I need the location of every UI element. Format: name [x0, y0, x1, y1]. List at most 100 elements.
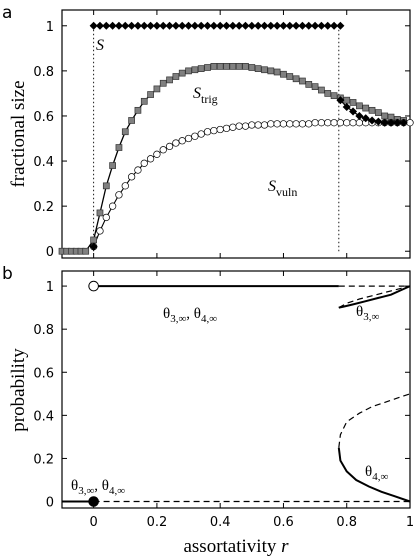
marker-s-trig: [90, 236, 97, 244]
panel-b-xlabel-main: assortativity: [183, 536, 276, 557]
marker-s: [146, 21, 155, 30]
marker-s-trig: [102, 182, 110, 190]
theta-symbol: θ: [365, 464, 372, 480]
series-label-s-vuln-sub: vuln: [276, 185, 297, 199]
marker-s-vuln: [235, 122, 243, 130]
marker-s-vuln: [248, 121, 256, 129]
marker-s: [235, 21, 244, 30]
marker-s-vuln: [279, 120, 288, 128]
marker-s-vuln: [254, 121, 262, 129]
marker-s-vuln: [191, 132, 199, 140]
marker-s-trig: [286, 73, 294, 80]
marker-s: [184, 21, 193, 30]
panel-a: a 00.20.40.60.81 fractional size SStrigS…: [2, 3, 414, 260]
panel-b-annotation: θ3,∞: [356, 304, 379, 323]
marker-s-trig: [166, 76, 173, 84]
marker-s-vuln: [178, 137, 186, 145]
marker-s: [165, 21, 174, 30]
marker-s-trig: [267, 67, 275, 75]
series-label-s-main: S: [96, 37, 104, 54]
marker-s: [355, 111, 364, 120]
marker-s-vuln: [349, 119, 357, 127]
theta-subscript: 3,∞: [78, 485, 94, 497]
panel-b-annotation: θ3,∞, θ4,∞: [163, 306, 217, 325]
marker-s-vuln: [153, 150, 161, 158]
series-s-trig-line: [62, 65, 404, 252]
marker-s-vuln: [273, 120, 281, 128]
marker-s-trig: [147, 91, 154, 98]
marker-s-trig: [324, 90, 332, 97]
marker-s-trig: [216, 63, 224, 70]
marker-s-trig: [172, 73, 180, 80]
marker-s-vuln: [159, 146, 167, 154]
panel-b-xtick-label: 1: [406, 515, 414, 530]
marker-s: [330, 21, 339, 30]
marker-s: [159, 21, 168, 30]
panel-a-ylabel: fractional size: [8, 80, 29, 187]
marker-s-vuln: [267, 120, 275, 128]
marker-s-trig: [159, 79, 167, 87]
marker-s: [260, 21, 269, 30]
marker-s-vuln: [343, 119, 351, 127]
marker-s-vuln: [229, 123, 237, 131]
panel-b-xlabel: assortativity r: [183, 536, 289, 557]
marker-s-trig: [191, 66, 199, 74]
theta-subscript: 4,∞: [109, 485, 125, 497]
marker-s: [216, 21, 225, 30]
panel-a-ytick-label: 0.2: [33, 200, 54, 215]
marker-s: [317, 21, 326, 30]
marker-s-vuln: [96, 227, 104, 235]
panel-b-annotation: θ4,∞: [365, 464, 388, 483]
marker-s: [190, 21, 199, 30]
panel-b-ytick-label: 1: [46, 280, 54, 295]
marker-s-vuln: [286, 120, 294, 128]
marker-s-vuln: [134, 166, 142, 174]
marker-s-trig: [381, 112, 389, 120]
marker-s-vuln: [330, 119, 338, 127]
marker-s: [298, 21, 307, 30]
panel-a-frame: [61, 9, 411, 259]
marker-s: [108, 21, 117, 30]
marker-s: [380, 118, 389, 127]
panel-b-annotations: θ3,∞, θ4,∞ θ3,∞θ4,∞θ3,∞, θ4,∞: [71, 304, 388, 497]
panel-b-xtick-label: 0.2: [147, 515, 168, 530]
marker-s: [393, 118, 402, 127]
marker-s-trig: [128, 117, 135, 124]
series-label-s-vuln: Svuln: [268, 178, 297, 199]
marker-s-trig: [204, 64, 211, 71]
panel-b-open-point: [88, 280, 99, 292]
panel-b-curve-dashed: [338, 393, 411, 448]
marker-s: [342, 102, 351, 111]
marker-s-trig: [185, 67, 192, 75]
panel-b-xtick-label: 0.6: [273, 515, 294, 530]
panel-b-ytick-label: 0.2: [33, 452, 54, 467]
marker-s-trig: [109, 162, 116, 169]
marker-s: [386, 118, 396, 127]
theta-symbol: θ: [163, 306, 170, 322]
theta-subscript: 4,∞: [201, 313, 217, 325]
marker-s-trig: [96, 209, 104, 217]
marker-s-trig: [178, 69, 186, 77]
marker-s: [209, 21, 218, 30]
marker-s-vuln: [203, 128, 212, 136]
marker-s: [279, 21, 288, 30]
panel-a-ytick-label: 0.8: [33, 65, 54, 80]
panel-b-plot: [62, 280, 411, 507]
panel-b-curve-solid: [337, 447, 411, 503]
theta-symbol: , θ: [186, 306, 201, 322]
marker-s: [247, 21, 256, 30]
marker-s: [254, 21, 263, 30]
marker-s: [374, 117, 383, 126]
marker-s: [311, 21, 320, 30]
marker-s-vuln: [165, 142, 174, 151]
marker-s: [368, 116, 377, 125]
marker-s-trig: [248, 64, 256, 71]
marker-s-trig: [362, 104, 370, 112]
marker-s: [361, 114, 370, 123]
marker-s-vuln: [108, 202, 117, 210]
marker-s: [228, 21, 237, 30]
marker-s: [102, 21, 111, 30]
marker-s-vuln: [292, 120, 300, 128]
marker-s-trig: [210, 63, 218, 70]
